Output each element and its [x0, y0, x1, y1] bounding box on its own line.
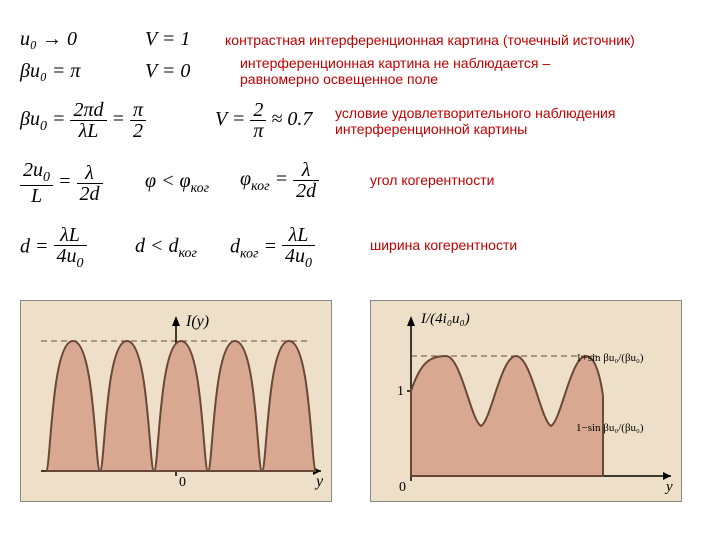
chart-left-xlabel: y — [314, 473, 324, 490]
chart-right-svg: I/(4i₀u₀) 1 0 y 1+sin βu₀/(βu₀) 1−sin βu… — [371, 301, 681, 501]
chart-left-ylabel: I(y) — [185, 313, 209, 330]
row3-note: условие удовлетворительного наблюдения и… — [335, 105, 645, 137]
row1-formula1: u₀ → 0 — [20, 28, 77, 51]
row4-formula3: φког = λ2d — [240, 160, 319, 201]
row4-formula-mid: φ < φког — [145, 170, 209, 197]
formula-u0-to-0: u₀ → 0 — [20, 28, 77, 51]
row5-formula-mid: d < dког — [135, 235, 197, 262]
row1-formula2: V = 1 — [145, 28, 190, 51]
formula-bu0-pi: βu₀ = π — [20, 60, 80, 83]
row5-note: ширина когерентности — [370, 237, 517, 253]
row2-note: интерференционная картина не наблюдается… — [240, 55, 580, 87]
row5-formula1: d = λL4u0 — [20, 225, 87, 271]
chart-right-ylabel: I/(4i₀u₀) — [420, 311, 470, 327]
chart-right-zero: 0 — [399, 480, 406, 495]
row3-formula2: V = 2π ≈ 0.7 — [215, 100, 312, 141]
chart-right: I/(4i₀u₀) 1 0 y 1+sin βu₀/(βu₀) 1−sin βu… — [370, 300, 682, 502]
row3-formula1: βu0 = 2πdλL = π2 — [20, 100, 146, 141]
chart-right-lower: 1−sin βu₀/(βu₀) — [576, 422, 644, 434]
chart-left: I(y) y 0 — [20, 300, 332, 502]
row4-formula1: 2u0L = λ2d — [20, 160, 103, 206]
row4-note: угол когерентности — [370, 172, 494, 188]
formula-v1: V = 1 — [145, 28, 190, 51]
chart-left-zero: 0 — [179, 475, 186, 490]
chart-right-one: 1 — [397, 384, 404, 399]
formula-v0: V = 0 — [145, 60, 190, 83]
row5-formula3: dког = λL4u0 — [230, 225, 315, 271]
row2-formula1: βu₀ = π — [20, 60, 80, 83]
chart-right-upper: 1+sin βu₀/(βu₀) — [576, 352, 644, 364]
chart-left-svg: I(y) y 0 — [21, 301, 331, 501]
chart-right-xlabel: y — [664, 479, 673, 495]
row2-formula2: V = 0 — [145, 60, 190, 83]
row1-note: контрастная интерференционная картина (т… — [225, 32, 695, 48]
